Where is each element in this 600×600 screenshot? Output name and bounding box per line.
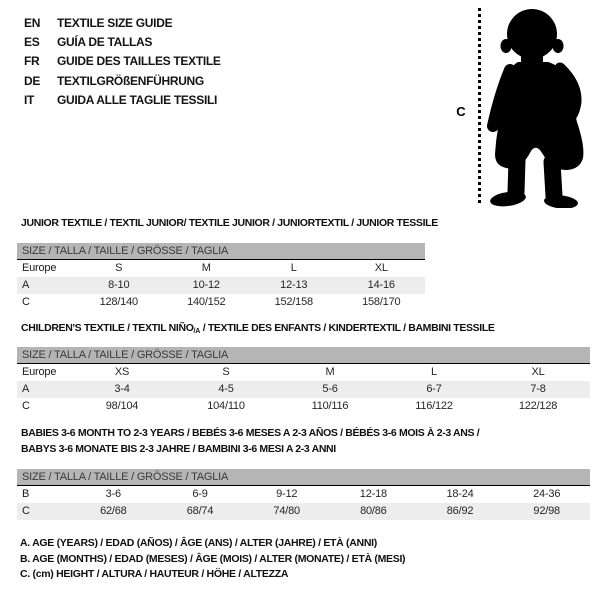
value-cell: 4-5 (218, 383, 234, 395)
value-cell: 122/128 (518, 400, 558, 412)
measurement-legend: A. AGE (YEARS) / EDAD (AÑOS) / ÂGE (ANS)… (20, 536, 406, 583)
table-row: C 98/104 104/110 110/116 116/122 122/128 (17, 398, 590, 415)
section-title-line1: BABIES 3-6 MONTH TO 2-3 YEARS / BEBÉS 3-… (21, 427, 480, 439)
value-cell: 9-12 (276, 488, 298, 500)
lang-title: GUÍA DE TALLAS (57, 35, 153, 50)
value-cell: L (290, 262, 297, 274)
value-cell: 80/86 (360, 505, 387, 517)
language-title-list: EN TEXTILE SIZE GUIDE ES GUÍA DE TALLAS … (24, 13, 221, 110)
value-cell: S (222, 366, 230, 378)
lang-row-en: EN TEXTILE SIZE GUIDE (24, 13, 221, 32)
section-title-subscript: /A (193, 328, 201, 335)
value-cell: 152/158 (274, 296, 314, 308)
section-title-babies: BABIES 3-6 MONTH TO 2-3 YEARS / BEBÉS 3-… (21, 426, 480, 457)
children-size-table: SIZE / TALLA / TAILLE / GRÖSSE / TAGLIA … (17, 347, 590, 415)
table-row: C 128/140 140/152 152/158 158/170 (17, 294, 425, 311)
value-cell: 68/74 (186, 505, 214, 517)
value-cell: 3-6 (105, 488, 122, 500)
babies-size-table: SIZE / TALLA / TAILLE / GRÖSSE / TAGLIA … (17, 469, 590, 520)
value-cell: 7-8 (530, 383, 546, 395)
value-cell: M (201, 262, 211, 274)
value-cell: 8-10 (108, 279, 130, 291)
lang-title: TEXTILGRÖßENFÜHRUNG (57, 73, 204, 88)
section-title-line2: BABYS 3-6 MONATE BIS 2-3 JAHRE / BAMBINI… (21, 442, 336, 455)
lang-code: EN (24, 15, 41, 30)
value-cell: 104/110 (207, 400, 245, 412)
lang-code: IT (24, 93, 35, 108)
table-row: A 3-4 4-5 5-6 6-7 7-8 (17, 381, 590, 398)
table-row: C 62/68 68/74 74/80 80/86 86/92 92/98 (17, 503, 590, 520)
row-label-cell: Europe (22, 366, 57, 378)
legend-line-c: C. (cm) HEIGHT / ALTURA / HAUTEUR / HÖHE… (20, 568, 289, 581)
table-size-header: SIZE / TALLA / TAILLE / GRÖSSE / TAGLIA (17, 347, 590, 364)
value-cell: 5-6 (322, 383, 338, 395)
value-cell: 6-9 (192, 488, 208, 500)
value-cell: 10-12 (192, 279, 220, 291)
baby-silhouette-icon (487, 9, 584, 208)
value-cell: S (115, 262, 123, 274)
row-label-cell: A (22, 279, 30, 291)
value-cell: 18-24 (446, 488, 474, 500)
value-cell: 140/152 (187, 296, 226, 308)
lang-row-de: DE TEXTILGRÖßENFÜHRUNG (24, 71, 221, 90)
section-title-text: / TEXTILE DES ENFANTS / KINDERTEXTIL / B… (200, 322, 495, 334)
lang-row-it: IT GUIDA ALLE TAGLIE TESSILI (24, 91, 221, 110)
value-cell: 74/80 (273, 505, 300, 517)
height-label: C (456, 104, 466, 119)
lang-code: FR (24, 54, 40, 69)
table-row: A 8-10 10-12 12-13 14-16 (17, 277, 425, 294)
value-cell: 158/170 (362, 296, 401, 308)
row-label-cell: A (22, 383, 30, 395)
section-title-text: CHILDREN'S TEXTILE / TEXTIL NIÑO (21, 322, 194, 334)
section-title-children: CHILDREN'S TEXTILE / TEXTIL NIÑO/A / TEX… (21, 321, 495, 340)
table-row: B 3-6 6-9 9-12 12-18 18-24 24-36 (17, 486, 590, 503)
table-size-header: SIZE / TALLA / TAILLE / GRÖSSE / TAGLIA (17, 469, 590, 486)
lang-title: GUIDE DES TAILLES TEXTILE (57, 54, 221, 69)
value-cell: XS (114, 366, 130, 378)
table-row: Europe XS S M L XL (17, 364, 590, 381)
table-row: Europe S M L XL (17, 260, 425, 277)
value-cell: L (431, 366, 437, 378)
legend-line-b: B. AGE (MONTHS) / EDAD (MESES) / ÂGE (MO… (20, 552, 406, 565)
row-label-cell: Europe (22, 262, 57, 274)
value-cell: 6-7 (426, 383, 442, 395)
value-cell: 14-16 (367, 279, 395, 291)
value-cell: 116/122 (415, 400, 453, 412)
row-label-cell: C (22, 296, 30, 308)
junior-size-table: SIZE / TALLA / TAILLE / GRÖSSE / TAGLIA … (17, 243, 425, 311)
value-cell: 128/140 (99, 296, 139, 308)
table-size-header: SIZE / TALLA / TAILLE / GRÖSSE / TAGLIA (17, 243, 425, 260)
lang-title: GUIDA ALLE TAGLIE TESSILI (57, 93, 218, 108)
lang-code: DE (24, 73, 41, 88)
lang-row-fr: FR GUIDE DES TAILLES TEXTILE (24, 52, 221, 71)
lang-row-es: ES GUÍA DE TALLAS (24, 32, 221, 51)
value-cell: 110/116 (311, 400, 349, 412)
lang-code: ES (24, 35, 40, 50)
value-cell: XL (531, 366, 545, 378)
row-label-cell: C (22, 400, 30, 412)
value-cell: 92/98 (533, 505, 560, 517)
value-cell: 98/104 (105, 400, 139, 412)
value-cell: M (325, 366, 335, 378)
section-title-junior: JUNIOR TEXTILE / TEXTIL JUNIOR/ TEXTILE … (21, 217, 438, 229)
value-cell: 86/92 (446, 505, 474, 517)
row-label-cell: B (22, 488, 30, 500)
legend-line-a: A. AGE (YEARS) / EDAD (AÑOS) / ÂGE (ANS)… (20, 537, 377, 549)
value-cell: 12-13 (280, 279, 308, 291)
value-cell: 12-18 (359, 488, 387, 500)
row-label-cell: C (22, 505, 30, 517)
height-measure-dashed-line (478, 8, 481, 206)
value-cell: XL (374, 262, 388, 274)
value-cell: 62/68 (100, 505, 127, 517)
lang-title: TEXTILE SIZE GUIDE (57, 15, 173, 30)
value-cell: 3-4 (114, 383, 130, 395)
value-cell: 24-36 (533, 488, 561, 500)
